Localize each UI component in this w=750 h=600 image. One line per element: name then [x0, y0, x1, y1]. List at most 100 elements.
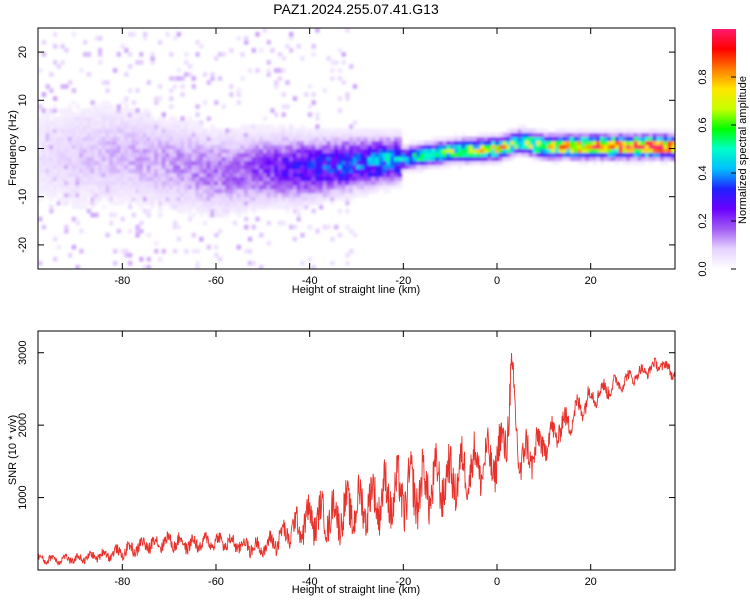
heatmap-cell [202, 132, 208, 138]
heatmap-cell [390, 180, 395, 186]
heatmap-cell [438, 152, 444, 158]
heatmap-cell [187, 184, 193, 190]
heatmap-cell [315, 200, 320, 206]
heatmap-cell [199, 184, 204, 190]
heatmap-cell [442, 144, 448, 150]
heatmap-cell [345, 260, 350, 266]
heatmap-cell [330, 180, 335, 186]
heatmap-cell [311, 208, 316, 214]
heatmap-cell [120, 112, 125, 117]
heatmap-cell [431, 160, 436, 166]
heatmap-cell [240, 152, 245, 158]
heatmap-cell [206, 196, 211, 202]
heatmap-cell [259, 196, 264, 202]
heatmap-cell [221, 204, 226, 210]
heatmap-cell [349, 128, 354, 134]
heatmap-cell [139, 136, 144, 142]
heatmap-cell [453, 160, 459, 166]
heatmap-cell [161, 132, 166, 138]
heatmap-cell [45, 188, 50, 194]
heatmap-cell [319, 176, 324, 182]
heatmap-cell [352, 84, 358, 89]
heatmap-cell [169, 156, 174, 162]
heatmap-cell [82, 176, 88, 182]
heatmap-cell [304, 168, 309, 174]
heatmap-cell [161, 120, 166, 125]
heatmap-cell [251, 180, 256, 186]
heatmap-cell [622, 148, 627, 154]
heatmap-cell [367, 148, 373, 154]
heatmap-cell [247, 136, 253, 142]
heatmap-cell [251, 140, 256, 146]
heatmap-cell [221, 148, 226, 154]
heatmap-cell [262, 128, 268, 134]
heatmap-cell [476, 156, 481, 162]
heatmap-cell [660, 144, 665, 150]
heatmap-cell [450, 152, 455, 158]
heatmap-cell [127, 180, 133, 186]
heatmap-cell [210, 192, 215, 198]
heatmap-cell [150, 156, 155, 162]
heatmap-cell [180, 120, 185, 125]
heatmap-cell [442, 160, 448, 166]
heatmap-cell [120, 120, 125, 125]
heatmap-cell [146, 232, 152, 238]
heatmap-cell [641, 132, 646, 138]
spectrogram-x-tick-label: -20 [395, 275, 411, 287]
heatmap-cell [585, 132, 590, 138]
heatmap-cell [202, 200, 208, 206]
heatmap-cell [240, 200, 245, 206]
heatmap-cell [296, 180, 301, 186]
heatmap-cell [326, 224, 331, 230]
heatmap-cell [187, 64, 193, 69]
heatmap-cell [229, 188, 234, 194]
heatmap-cell [214, 208, 219, 214]
heatmap-cell [52, 120, 58, 125]
heatmap-cell [386, 156, 391, 162]
heatmap-cell [262, 172, 268, 178]
heatmap-cell [607, 140, 612, 146]
heatmap-cell [109, 164, 114, 170]
heatmap-cell [360, 164, 365, 170]
heatmap-cell [322, 176, 328, 182]
heatmap-cell [626, 128, 631, 134]
heatmap-cell [562, 144, 567, 150]
heatmap-cell [109, 156, 114, 162]
heatmap-cell [652, 156, 657, 162]
heatmap-cell [663, 136, 669, 142]
heatmap-cell [146, 172, 152, 178]
heatmap-cell [221, 104, 226, 109]
heatmap-cell [540, 156, 545, 162]
heatmap-cell [480, 156, 485, 162]
heatmap-cell [191, 132, 196, 138]
heatmap-cell [573, 144, 579, 150]
heatmap-cell [423, 144, 429, 150]
heatmap-cell [300, 144, 305, 150]
heatmap-cell [334, 192, 339, 198]
heatmap-cell [75, 124, 80, 130]
heatmap-cell [378, 164, 384, 170]
heatmap-cell [109, 212, 114, 218]
heatmap-cell [315, 196, 320, 202]
heatmap-cell [172, 140, 178, 146]
heatmap-cell [195, 192, 200, 198]
heatmap-cell [296, 172, 301, 178]
heatmap-cell [255, 172, 260, 178]
heatmap-cell [86, 112, 92, 117]
heatmap-cell [356, 164, 361, 170]
heatmap-cell [240, 128, 245, 134]
heatmap-cell [169, 132, 174, 138]
heatmap-cell [540, 148, 545, 154]
heatmap-cell [510, 132, 515, 138]
heatmap-cell [375, 180, 380, 186]
heatmap-cell [240, 140, 245, 146]
heatmap-cell [60, 160, 65, 166]
colorbar-tick-label: 0.0 [697, 261, 709, 276]
heatmap-cell [652, 144, 657, 150]
heatmap-cell [116, 132, 122, 138]
snr-y-tick-label: 1000 [17, 485, 29, 509]
heatmap-cell [124, 100, 129, 105]
heatmap-cell [337, 188, 343, 194]
heatmap-cell [142, 180, 148, 186]
heatmap-cell [49, 140, 54, 146]
